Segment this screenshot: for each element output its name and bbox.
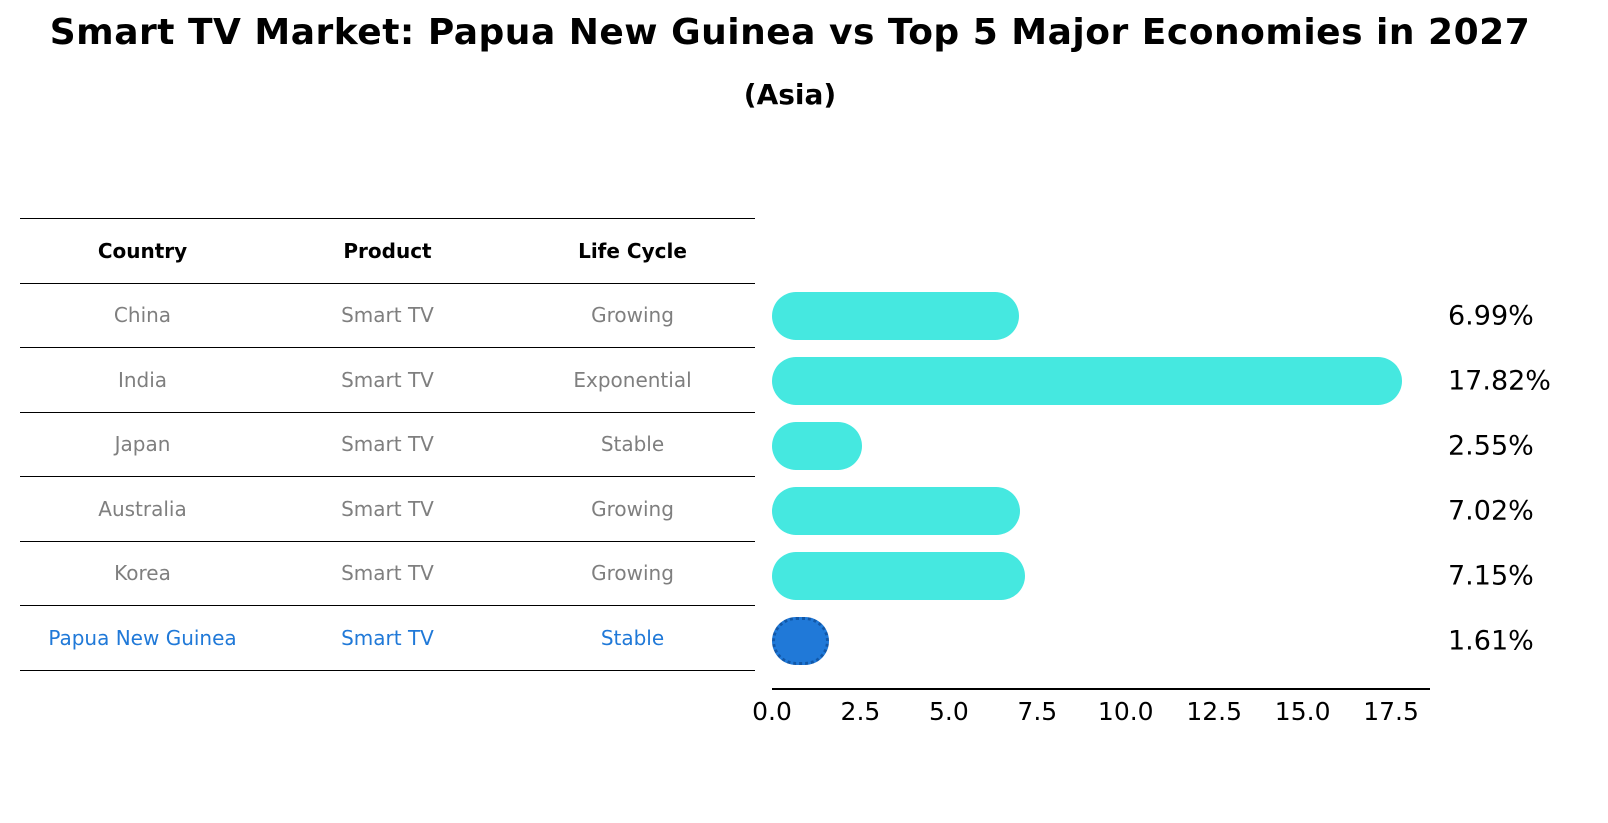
bar-value-papua-new-guinea: 1.61% bbox=[1448, 625, 1534, 656]
cell-product: Smart TV bbox=[341, 303, 434, 328]
x-axis-ticks: 0.0 2.5 5.0 7.5 10.0 12.5 15.0 17.5 bbox=[752, 697, 1430, 731]
bar-japan bbox=[772, 421, 863, 470]
x-tick: 15.0 bbox=[1274, 697, 1331, 726]
bar-value-india: 17.82% bbox=[1448, 365, 1551, 396]
cell-life-cycle: Stable bbox=[600, 432, 665, 457]
table-row-korea: Korea Smart TV Growing bbox=[20, 542, 755, 606]
bar-row-korea: 7.15% bbox=[772, 543, 1534, 608]
bar-papua-new-guinea bbox=[772, 616, 829, 665]
table-row-australia: Australia Smart TV Growing bbox=[20, 477, 755, 542]
cell-product: Smart TV bbox=[341, 367, 434, 392]
chart-title: Smart TV Market: Papua New Guinea vs Top… bbox=[49, 12, 1531, 53]
bar-india bbox=[772, 356, 1403, 405]
bar-value-korea: 7.15% bbox=[1448, 560, 1534, 591]
bar-row-papua-new-guinea: 1.61% bbox=[772, 608, 1534, 673]
bar-row-india: 17.82% bbox=[772, 348, 1551, 413]
col-header-life-cycle: Life Cycle bbox=[578, 238, 687, 263]
cell-product: Smart TV bbox=[341, 496, 434, 521]
table-row-japan: Japan Smart TV Stable bbox=[20, 413, 755, 477]
x-tick: 17.5 bbox=[1363, 697, 1419, 726]
country-table: Country Product Life Cycle China Smart T… bbox=[20, 218, 755, 671]
cell-product: Smart TV bbox=[341, 625, 434, 650]
x-tick: 2.5 bbox=[840, 697, 881, 726]
x-tick: 7.5 bbox=[1017, 697, 1058, 726]
cell-country: Korea bbox=[114, 561, 171, 586]
cell-country: Australia bbox=[98, 496, 187, 521]
cell-country: China bbox=[113, 303, 172, 328]
bar-row-china: 6.99% bbox=[772, 283, 1534, 348]
x-tick: 0.0 bbox=[752, 697, 792, 726]
cell-life-cycle: Growing bbox=[591, 561, 674, 586]
col-header-country: Country bbox=[97, 238, 188, 263]
bar-korea bbox=[772, 551, 1025, 600]
bar-china bbox=[772, 291, 1020, 340]
table-row-india: India Smart TV Exponential bbox=[20, 348, 755, 413]
bar-australia bbox=[772, 486, 1021, 535]
bar-value-australia: 7.02% bbox=[1448, 495, 1534, 526]
col-header-product: Product bbox=[343, 238, 432, 263]
table-header-row: Country Product Life Cycle bbox=[20, 219, 755, 284]
bar-row-australia: 7.02% bbox=[772, 478, 1534, 543]
cell-life-cycle: Growing bbox=[591, 496, 674, 521]
x-tick: 10.0 bbox=[1097, 697, 1154, 726]
cell-country: Papua New Guinea bbox=[48, 625, 237, 650]
cell-product: Smart TV bbox=[341, 561, 434, 586]
cell-life-cycle: Growing bbox=[591, 303, 674, 328]
bar-value-china: 6.99% bbox=[1448, 300, 1534, 331]
x-tick: 5.0 bbox=[928, 697, 969, 726]
table-row-papua-new-guinea: Papua New Guinea Smart TV Stable bbox=[20, 606, 755, 671]
bar-row-japan: 2.55% bbox=[772, 413, 1534, 478]
cell-product: Smart TV bbox=[341, 432, 434, 457]
bar-value-japan: 2.55% bbox=[1448, 430, 1534, 461]
chart-subtitle: (Asia) bbox=[743, 78, 837, 111]
cell-country: India bbox=[117, 367, 168, 392]
table-row-china: China Smart TV Growing bbox=[20, 284, 755, 348]
cell-life-cycle: Exponential bbox=[573, 367, 692, 392]
x-tick: 12.5 bbox=[1186, 697, 1243, 726]
cell-country: Japan bbox=[114, 432, 171, 457]
bar-chart: 6.99% 17.82% 2.55% 7.02% 7.15% 1.61% bbox=[772, 283, 1551, 690]
cell-life-cycle: Stable bbox=[600, 625, 665, 650]
